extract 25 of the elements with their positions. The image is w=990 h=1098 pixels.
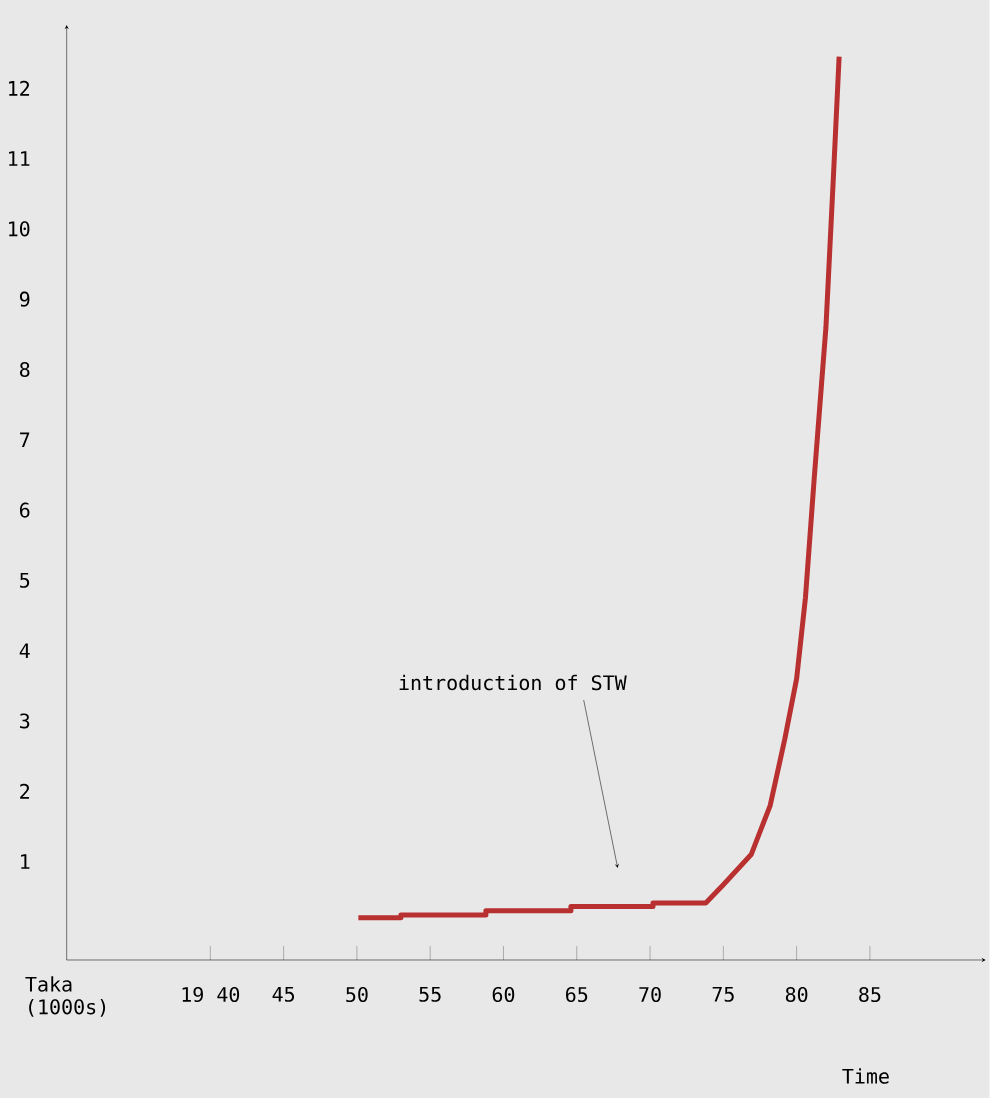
x-tick-label: 60 [492,986,515,1003]
y-tick-label: 5 [20,572,30,588]
x-tick-label: 45 [272,986,295,1002]
y-tick-label: 3 [20,713,30,729]
y-tick-label: 4 [19,643,30,658]
x-tick-label: 85 [859,986,881,1003]
y-tick-label: 7 [20,432,30,448]
y-tick-label: 10 [9,221,30,237]
y-tick-label: 6 [20,502,30,518]
y-tick-label: 12 [9,80,30,96]
x-tick-label: 19 40 [182,986,240,1003]
x-tick-label: 80 [786,986,808,1003]
y-tick-label: 8 [20,361,30,378]
y-tick-label: 9 [20,291,30,307]
text: Taka (1000s) [25,976,106,1017]
x-tick-label: 70 [639,986,661,1003]
x-tick-label: 65 [566,986,588,1003]
y-tick-label: 1 [21,854,30,869]
y-tick-label: 2 [20,783,30,799]
x-tick-label: 75 [712,986,734,1002]
x-tick-label: 55 [419,986,441,1002]
y-tick-label: 11 [9,151,30,166]
text: Time [842,1068,889,1084]
annotation: introduction of STW [399,674,627,691]
x-tick-label: 50 [346,986,368,1003]
